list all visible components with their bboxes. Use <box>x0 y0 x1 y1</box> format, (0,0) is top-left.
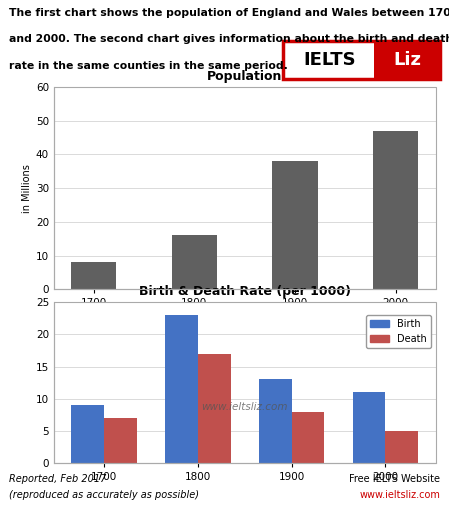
Y-axis label: in Millions: in Millions <box>22 164 32 212</box>
Text: Free IELTS Website: Free IELTS Website <box>349 474 440 484</box>
Bar <box>291 412 325 463</box>
Bar <box>373 131 418 289</box>
Text: www.ieltsliz.com: www.ieltsliz.com <box>202 402 288 412</box>
Bar <box>172 236 217 289</box>
Text: www.ieltsliz.com: www.ieltsliz.com <box>359 490 440 501</box>
Bar <box>352 392 385 463</box>
Title: Population: Population <box>207 70 282 83</box>
Bar <box>71 406 104 463</box>
Text: rate in the same counties in the same period.: rate in the same counties in the same pe… <box>9 61 288 71</box>
Text: (reproduced as accurately as possible): (reproduced as accurately as possible) <box>9 490 199 501</box>
Bar <box>165 315 198 463</box>
Bar <box>385 431 418 463</box>
Bar <box>198 354 231 463</box>
Text: Reported, Feb 2017: Reported, Feb 2017 <box>9 474 106 484</box>
Legend: Birth, Death: Birth, Death <box>366 315 431 348</box>
Text: and 2000. The second chart gives information about the birth and death: and 2000. The second chart gives informa… <box>9 34 449 45</box>
Text: The first chart shows the population of England and Wales between 1700: The first chart shows the population of … <box>9 8 449 18</box>
Bar <box>374 41 440 79</box>
Bar <box>71 262 116 289</box>
Bar <box>259 379 291 463</box>
Bar <box>104 418 137 463</box>
Title: Birth & Death Rate (per 1000): Birth & Death Rate (per 1000) <box>139 285 351 298</box>
Bar <box>273 161 317 289</box>
Text: Liz: Liz <box>393 51 421 69</box>
Text: IELTS: IELTS <box>304 51 357 69</box>
